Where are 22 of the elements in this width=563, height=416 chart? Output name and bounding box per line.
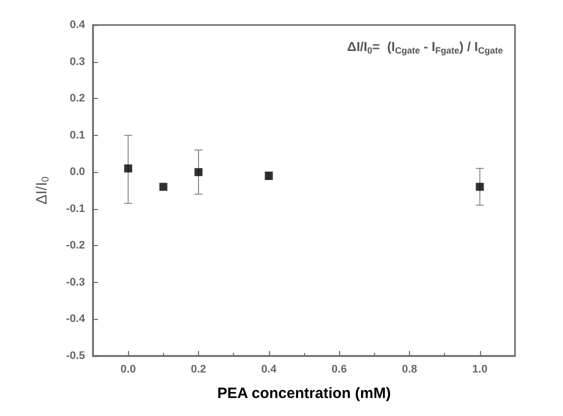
point [476,182,484,191]
y-tick-label: -0.5 [66,350,85,362]
y-axis-title: ΔI/I0 [34,176,52,205]
y-tick-label: 0.4 [70,19,86,31]
x-tick-label: 0.0 [120,364,136,376]
y-tick-label: 0.0 [70,166,85,178]
y-tick-label: -0.4 [66,313,86,326]
x-tick-label: 0.6 [332,364,347,376]
y-tick-label: -0.3 [66,276,85,288]
x-tick-label: 0.2 [190,364,206,376]
x-tick-label: 0.4 [261,364,278,376]
y-tick-label: 0.2 [70,92,85,105]
point [194,168,202,176]
x-axis-title: PEA concentration (mM) [217,385,391,402]
x-tick-label: 1.0 [472,364,488,376]
y-tick-label: 0.1 [70,129,85,142]
point [124,164,132,172]
x-tick-label: 0.8 [402,364,418,376]
y-tick-label: 0.3 [70,56,85,68]
point [159,182,168,191]
y-tick-label: -0.1 [66,202,85,215]
y-tick-label: -0.2 [66,240,85,252]
